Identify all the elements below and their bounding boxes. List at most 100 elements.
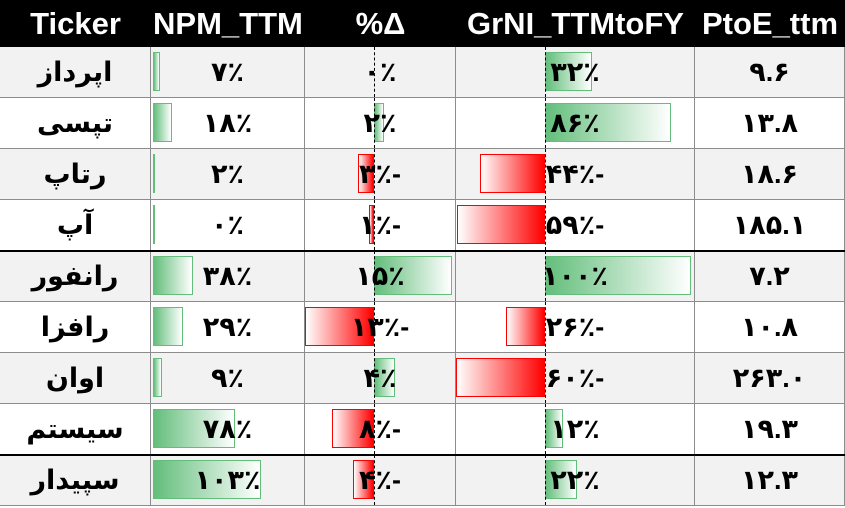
cell-delta[interactable]: ۰٪ (305, 47, 456, 98)
npm-value: ۹٪ (211, 362, 244, 393)
grni-zero-axis (545, 404, 546, 454)
npm-bar (153, 256, 193, 295)
delta-bar-negative (358, 154, 374, 193)
grni-bar-positive (545, 103, 671, 142)
delta-zero-axis (374, 200, 375, 250)
ptoe-value: ۲۶۳.۰ (732, 362, 807, 393)
grni-bar-positive (545, 52, 592, 91)
delta-zero-axis (374, 47, 375, 97)
cell-ptoe[interactable]: ۲۶۳.۰ (695, 353, 845, 404)
column-header-ticker[interactable]: Ticker (0, 0, 151, 47)
delta-value: ۱۵٪ (355, 260, 405, 291)
cell-delta[interactable]: ۴٪ (305, 353, 456, 404)
npm-value: ۷٪ (211, 56, 244, 87)
cell-delta[interactable]: -۴٪ (305, 455, 456, 506)
grni-value: ۲۲٪ (550, 464, 600, 495)
delta-zero-axis (374, 302, 375, 352)
grni-bar-negative (479, 154, 545, 193)
npm-value: ۳۸٪ (202, 260, 253, 291)
group-separator-0 (0, 250, 845, 252)
cell-delta[interactable]: -۸٪ (305, 404, 456, 455)
grni-bar-negative (456, 358, 545, 397)
column-header-delta[interactable]: %Δ (305, 0, 456, 47)
grni-bar-positive (545, 256, 691, 295)
cell-delta[interactable]: -۱٪ (305, 200, 456, 251)
cell-delta[interactable]: ۱۵٪ (305, 251, 456, 302)
cell-grni[interactable]: -۴۴٪ (456, 149, 695, 200)
cell-ticker[interactable]: تپسی (0, 98, 151, 149)
delta-zero-axis (374, 251, 375, 301)
cell-grni[interactable]: ۳۲٪ (456, 47, 695, 98)
grni-bar-negative (506, 307, 545, 346)
ticker-value: سپیدار (30, 464, 120, 495)
cell-ticker[interactable]: اپرداز (0, 47, 151, 98)
npm-bar (153, 205, 155, 244)
npm-bar (153, 409, 235, 448)
cell-grni[interactable]: -۵۹٪ (456, 200, 695, 251)
cell-ptoe[interactable]: ۱۳.۸ (695, 98, 845, 149)
npm-bar (153, 154, 156, 193)
npm-bar (153, 307, 184, 346)
cell-npm[interactable]: ۱۰۳٪ (151, 455, 305, 506)
column-header-ptoe[interactable]: PtoE_ttm (695, 0, 845, 47)
cell-ticker[interactable]: آپ (0, 200, 151, 251)
cell-delta[interactable]: ۲٪ (305, 98, 456, 149)
ptoe-value: ۱۸.۶ (741, 158, 798, 189)
cell-npm[interactable]: ۰٪ (151, 200, 305, 251)
cell-grni[interactable]: -۲۶٪ (456, 302, 695, 353)
cell-grni[interactable]: -۶۰٪ (456, 353, 695, 404)
grni-zero-axis (545, 149, 546, 199)
grni-zero-axis (545, 302, 546, 352)
delta-value: -۳٪ (359, 158, 401, 189)
cell-npm[interactable]: ۹٪ (151, 353, 305, 404)
npm-value: ۲٪ (211, 158, 244, 189)
ptoe-value: ۱۸۵.۱ (732, 209, 807, 240)
column-header-grni[interactable]: GrNI_TTMtoFY (456, 0, 695, 47)
cell-npm[interactable]: ۲۹٪ (151, 302, 305, 353)
cell-delta[interactable]: -۱۳٪ (305, 302, 456, 353)
delta-zero-axis (374, 149, 375, 199)
delta-bar-negative (331, 409, 374, 448)
cell-ptoe[interactable]: ۱۹.۳ (695, 404, 845, 455)
cell-ptoe[interactable]: ۱۰.۸ (695, 302, 845, 353)
cell-ticker[interactable]: اوان (0, 353, 151, 404)
column-header-npm[interactable]: NPM_TTM (151, 0, 305, 47)
delta-value: -۱٪ (359, 209, 401, 240)
delta-bar-positive (374, 256, 452, 295)
npm-bar (153, 52, 161, 91)
cell-ptoe[interactable]: ۹.۶ (695, 47, 845, 98)
grni-value: ۸۶٪ (550, 107, 600, 138)
cell-npm[interactable]: ۱۸٪ (151, 98, 305, 149)
cell-ticker[interactable]: رافزا (0, 302, 151, 353)
cell-grni[interactable]: ۱۰۰٪ (456, 251, 695, 302)
cell-npm[interactable]: ۷۸٪ (151, 404, 305, 455)
cell-npm[interactable]: ۷٪ (151, 47, 305, 98)
delta-zero-axis (374, 404, 375, 454)
cell-grni[interactable]: ۸۶٪ (456, 98, 695, 149)
cell-delta[interactable]: -۳٪ (305, 149, 456, 200)
cell-ptoe[interactable]: ۱۸۵.۱ (695, 200, 845, 251)
npm-bar (153, 460, 261, 499)
cell-ptoe[interactable]: ۷.۲ (695, 251, 845, 302)
ptoe-value: ۱۰.۸ (741, 311, 798, 342)
cell-ptoe[interactable]: ۱۸.۶ (695, 149, 845, 200)
grni-value: -۵۹٪ (545, 209, 605, 240)
group-separator-1 (0, 454, 845, 456)
cell-ticker[interactable]: رانفور (0, 251, 151, 302)
ptoe-value: ۱۹.۳ (741, 413, 798, 444)
ptoe-value: ۷.۲ (749, 260, 790, 291)
cell-npm[interactable]: ۳۸٪ (151, 251, 305, 302)
cell-ticker[interactable]: سیستم (0, 404, 151, 455)
delta-bar-negative (305, 307, 374, 346)
cell-ptoe[interactable]: ۱۲.۳ (695, 455, 845, 506)
grni-zero-axis (545, 353, 546, 403)
cell-ticker[interactable]: سپیدار (0, 455, 151, 506)
cell-npm[interactable]: ۲٪ (151, 149, 305, 200)
grni-zero-axis (545, 200, 546, 250)
cell-grni[interactable]: ۱۲٪ (456, 404, 695, 455)
delta-zero-axis (374, 353, 375, 403)
grni-value: -۴۴٪ (545, 158, 605, 189)
cell-grni[interactable]: ۲۲٪ (456, 455, 695, 506)
delta-value: ۲٪ (363, 107, 397, 138)
cell-ticker[interactable]: رتاپ (0, 149, 151, 200)
